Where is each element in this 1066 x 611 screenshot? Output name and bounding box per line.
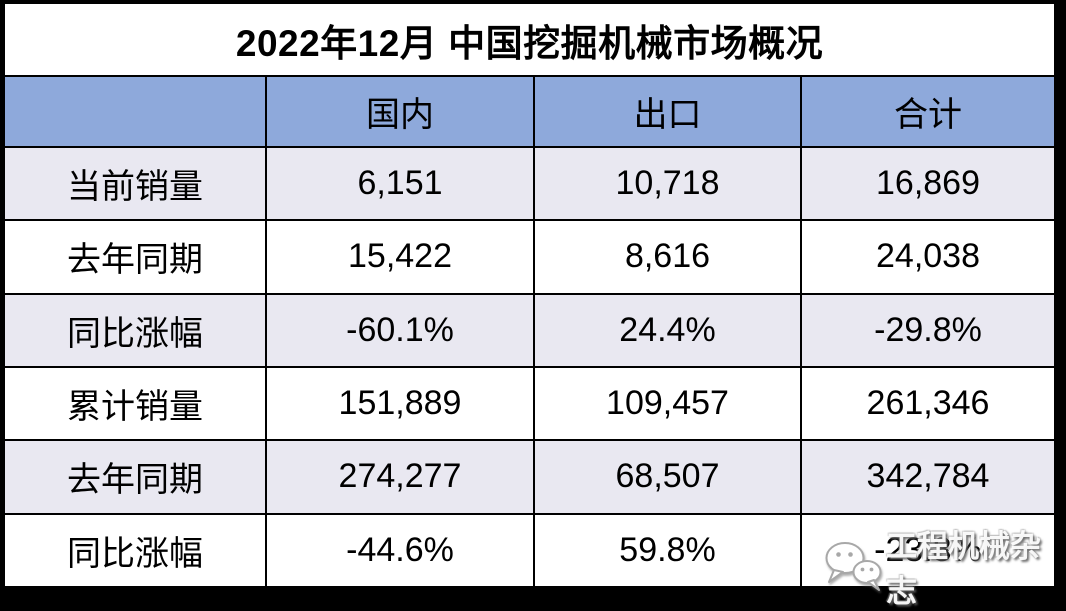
column-header-row: 国内 出口 合计 — [3, 75, 1056, 148]
header-domestic: 国内 — [265, 75, 535, 148]
row-label: 去年同期 — [3, 439, 267, 515]
header-export: 出口 — [533, 75, 802, 148]
cell-value: 109,457 — [533, 365, 802, 442]
cell-value: -60.1% — [265, 292, 535, 368]
table-row-cumulative-last-year: 去年同期 274,277 68,507 342,784 — [3, 439, 1056, 515]
cell-value: 261,346 — [800, 365, 1056, 442]
cell-value: 342,784 — [800, 439, 1056, 515]
excavator-market-table: 2022年12月 中国挖掘机械市场概况 国内 出口 合计 当前销量 6,151 … — [3, 2, 1056, 589]
cell-value: 24.4% — [533, 292, 802, 368]
table-row-current-sales: 当前销量 6,151 10,718 16,869 — [3, 145, 1056, 222]
page-title: 2022年12月 中国挖掘机械市场概况 — [3, 2, 1056, 77]
table-row-yoy-change: 同比涨幅 -60.1% 24.4% -29.8% — [3, 292, 1056, 368]
table-row-cumulative-yoy-change: 同比涨幅 -44.6% 59.8% -23.8% — [3, 512, 1056, 589]
cell-value: 274,277 — [265, 439, 535, 515]
cell-value: 6,151 — [265, 145, 535, 222]
title-row: 2022年12月 中国挖掘机械市场概况 — [3, 2, 1056, 77]
row-label: 去年同期 — [3, 219, 267, 295]
cell-value: 15,422 — [265, 219, 535, 295]
table-row-cumulative-sales: 累计销量 151,889 109,457 261,346 — [3, 365, 1056, 442]
market-overview-table: 2022年12月 中国挖掘机械市场概况 国内 出口 合计 当前销量 6,151 … — [0, 0, 1056, 589]
cell-value: 16,869 — [800, 145, 1056, 222]
cell-value: -44.6% — [265, 512, 535, 589]
cell-value: 151,889 — [265, 365, 535, 442]
row-label: 同比涨幅 — [3, 292, 267, 368]
cell-value: -23.8% — [800, 512, 1056, 589]
header-empty-cell — [3, 75, 267, 148]
cell-value: 10,718 — [533, 145, 802, 222]
row-label: 累计销量 — [3, 365, 267, 442]
cell-value: 59.8% — [533, 512, 802, 589]
cell-value: 24,038 — [800, 219, 1056, 295]
cell-value: 8,616 — [533, 219, 802, 295]
cell-value: 68,507 — [533, 439, 802, 515]
header-total: 合计 — [800, 75, 1056, 148]
table-row-last-year-same-period: 去年同期 15,422 8,616 24,038 — [3, 219, 1056, 295]
cell-value: -29.8% — [800, 292, 1056, 368]
row-label: 同比涨幅 — [3, 512, 267, 589]
row-label: 当前销量 — [3, 145, 267, 222]
